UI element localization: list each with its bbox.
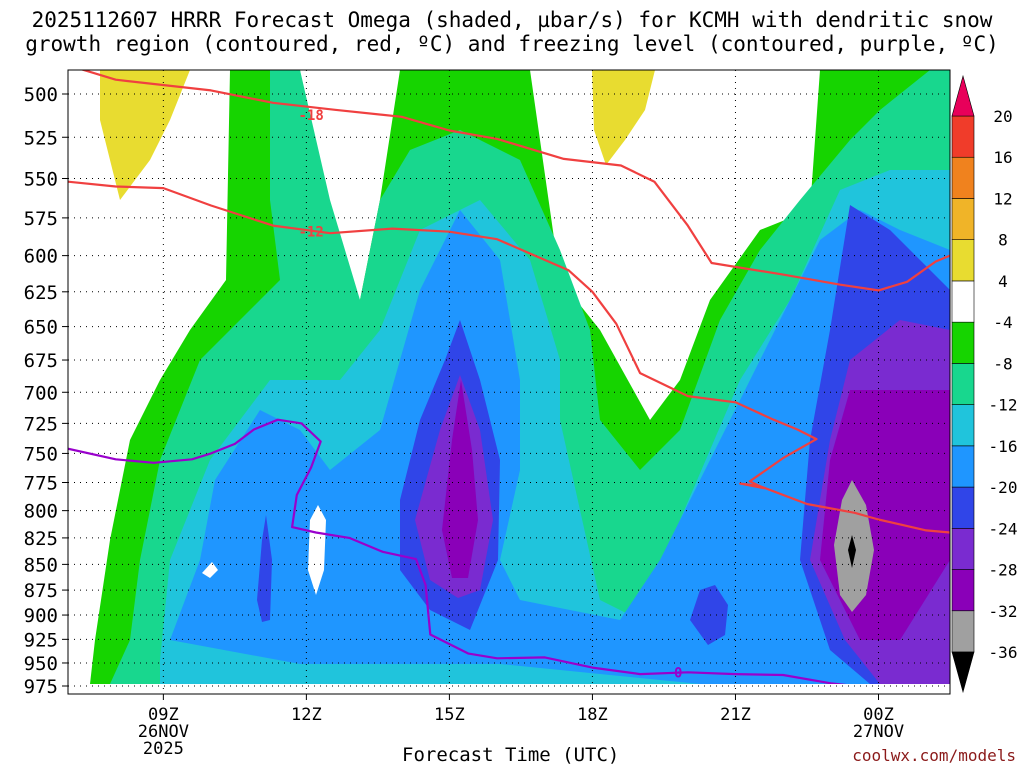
colorbar-label: 12	[993, 189, 1012, 208]
colorbar-bin	[951, 198, 975, 240]
colorbar-over-arrow	[951, 74, 975, 117]
colorbar-bin	[951, 528, 975, 570]
contour-labels: -18 -12 0	[298, 108, 682, 681]
colorbar-bin	[951, 280, 975, 323]
y-tick-label: 600	[24, 246, 58, 268]
x-tick-label: 12Z	[291, 705, 322, 725]
colorbar-label: -32	[989, 602, 1018, 621]
y-tick-label: 875	[24, 580, 58, 602]
y-tick-label: 550	[24, 168, 58, 190]
colorbar: 20 16 12 8 4 -4 -8 -12 -16 -20 -24 -28 -32 -36	[951, 74, 1018, 694]
plot-frame	[67, 69, 951, 695]
x-tick-date: 27NOV	[853, 722, 904, 742]
y-tick-label: 625	[24, 282, 58, 304]
y-tick-label: 500	[24, 84, 58, 106]
colorbar-label: 8	[998, 231, 1008, 250]
y-tick-label: 800	[24, 501, 58, 523]
omega-fill-darkblue-sliver	[257, 515, 272, 622]
x-tick-label: 18Z	[577, 705, 608, 725]
x-tick-label: 00Z	[863, 705, 894, 725]
colorbar-bin	[951, 321, 975, 364]
y-tick-label: 925	[24, 629, 58, 651]
chart-title-line-1: 2025112607 HRRR Forecast Omega (shaded, …	[31, 8, 993, 32]
omega-fill-black	[848, 535, 856, 568]
colorbar-label: -20	[989, 478, 1018, 497]
colorbar-label: 4	[998, 272, 1008, 291]
contour-lines	[68, 70, 950, 684]
x-tick-label: 15Z	[434, 705, 465, 725]
colorbar-label: 16	[993, 148, 1012, 167]
y-tick-label: 650	[24, 317, 58, 339]
omega-fill-yellow-a	[100, 70, 190, 200]
colorbar-bin	[951, 115, 975, 158]
contour-label: -12	[298, 225, 323, 241]
colorbar-label: -4	[993, 313, 1012, 332]
omega-fill-violet-core	[442, 380, 478, 578]
chart-title-line-2: growth region (contoured, red, ºC) and f…	[25, 32, 999, 56]
colorbar-bin	[951, 239, 975, 282]
omega-shading	[68, 70, 950, 684]
y-tick-label: 575	[24, 208, 58, 230]
colorbar-bin	[951, 445, 975, 488]
contour-label: -18	[298, 108, 323, 124]
colorbar-bin	[951, 486, 975, 529]
colorbar-bin	[951, 610, 975, 653]
y-tick-label: 750	[24, 443, 58, 465]
colorbar-bin	[951, 404, 975, 447]
x-axis-label: Forecast Time (UTC)	[402, 744, 620, 766]
y-tick-label: 675	[24, 350, 58, 372]
omega-fill-blue	[170, 210, 950, 684]
x-tick-label: 09Z	[148, 705, 179, 725]
colorbar-label: -24	[989, 519, 1018, 538]
y-axis: 500 525 550 575 600 625 650 675 700 725 750 775 800 8…	[24, 84, 68, 698]
grid	[68, 70, 950, 694]
contour-line	[80, 70, 950, 292]
colorbar-bin	[951, 569, 975, 612]
x-tick-date: 26NOV	[138, 722, 189, 742]
y-tick-label: 525	[24, 127, 58, 149]
y-tick-label: 725	[24, 413, 58, 435]
colorbar-label: -28	[989, 561, 1018, 580]
omega-fill-yellow-b	[592, 70, 655, 165]
y-tick-label: 775	[24, 472, 58, 494]
colorbar-under-arrow	[951, 651, 975, 694]
colorbar-label: 20	[993, 107, 1012, 126]
colorbar-label: -36	[989, 643, 1018, 662]
contour-label: 0	[674, 665, 682, 681]
x-tick-year: 2025	[143, 739, 184, 759]
credit-text: coolwx.com/models	[852, 746, 1016, 765]
omega-fill-darkblue-small	[690, 585, 728, 645]
y-tick-label: 950	[24, 653, 58, 675]
colorbar-bin	[951, 156, 975, 199]
y-tick-label: 700	[24, 382, 58, 404]
x-tick-label: 21Z	[720, 705, 751, 725]
omega-fill-white-hole	[308, 505, 326, 595]
colorbar-label: -16	[989, 437, 1018, 456]
colorbar-label: -12	[989, 396, 1018, 415]
contour-line	[68, 418, 847, 684]
omega-fill-white-hole-2	[202, 562, 218, 578]
y-tick-label: 975	[24, 676, 58, 698]
colorbar-bin	[951, 363, 975, 405]
colorbar-label: -8	[993, 354, 1012, 373]
y-tick-label: 850	[24, 554, 58, 576]
y-tick-label: 825	[24, 528, 58, 550]
y-tick-label: 900	[24, 605, 58, 627]
contour-line	[68, 180, 950, 534]
